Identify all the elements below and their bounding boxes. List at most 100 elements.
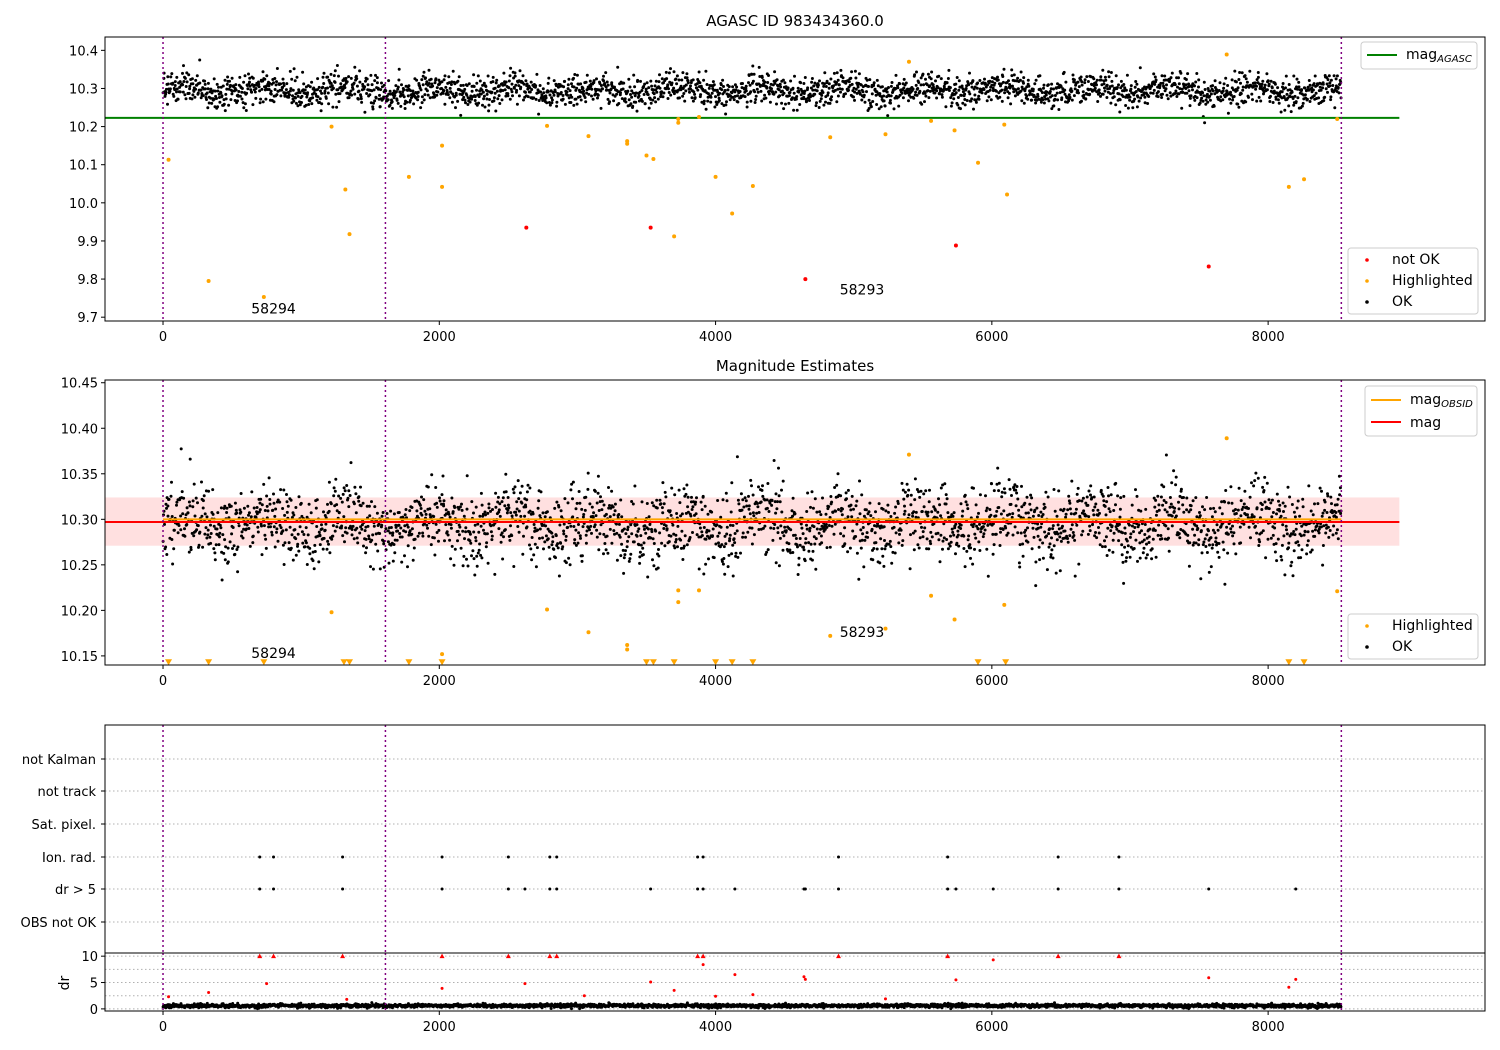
ok-point [1151, 537, 1155, 541]
ok-point [435, 93, 439, 97]
ok-point [179, 514, 183, 518]
ok-point [168, 89, 172, 93]
ok-point [919, 83, 923, 87]
ok-point [780, 89, 784, 93]
ok-point [1008, 512, 1012, 516]
ok-point [601, 87, 604, 91]
ok-point [1118, 110, 1122, 114]
ok-point [1156, 90, 1160, 94]
ok-point [523, 514, 527, 518]
ok-point [223, 78, 227, 82]
ok-point [1274, 95, 1278, 99]
ok-points [161, 447, 1343, 588]
ok-point [169, 75, 173, 79]
ok-point [939, 514, 943, 518]
ok-point [1094, 531, 1097, 534]
ok-point [288, 89, 292, 93]
ok-point [1255, 84, 1258, 88]
ok-point [702, 102, 706, 106]
ok-point [459, 113, 463, 117]
ok-point [224, 92, 228, 96]
ok-point [959, 502, 963, 506]
ok-point [946, 547, 950, 551]
ok-point [351, 524, 355, 528]
ok-point [517, 94, 521, 98]
ok-point [813, 92, 817, 96]
ok-point [839, 90, 842, 94]
ok-point [776, 84, 780, 88]
ok-point [967, 83, 971, 87]
ok-point [1129, 84, 1133, 88]
ok-point [550, 543, 554, 547]
ok-point [170, 480, 173, 484]
ok-point [961, 509, 965, 513]
ok-point [853, 90, 857, 94]
y-tick-label: 10.4 [69, 44, 98, 59]
ok-point [302, 533, 306, 536]
ok-point [1229, 93, 1233, 97]
panel-agasc-frame [104, 36, 1486, 322]
ok-point [182, 80, 186, 83]
ok-point [555, 500, 559, 504]
ok-point [1048, 90, 1052, 93]
ok-point [515, 500, 519, 504]
ok-point [725, 532, 729, 536]
ok-point [681, 71, 685, 75]
ok-point [556, 542, 560, 546]
ok-point [1195, 96, 1199, 100]
ok-point [176, 531, 180, 535]
ok-point [783, 81, 787, 85]
ok-point [805, 527, 809, 531]
ok-point [303, 88, 307, 92]
ok-point [1089, 87, 1093, 91]
ok-point [249, 515, 253, 519]
ok-point [554, 84, 558, 88]
ok-point [193, 514, 197, 518]
ok-point [703, 89, 707, 93]
ok-point [1317, 96, 1321, 100]
ok-point [1152, 88, 1156, 92]
ok-point [1125, 550, 1129, 554]
ok-point [668, 509, 672, 513]
ok-point [257, 82, 261, 86]
ok-point [329, 72, 333, 76]
ok-point [391, 559, 395, 563]
ok-point [1324, 87, 1328, 91]
ok-point [243, 74, 247, 78]
ok-point [490, 534, 494, 538]
ok-point [456, 99, 460, 103]
ok-point [765, 86, 769, 90]
ok-point [757, 511, 761, 514]
ok-point [1194, 80, 1198, 84]
ok-point [963, 98, 967, 101]
ok-point [225, 87, 229, 91]
ok-point [1153, 75, 1157, 79]
ok-point [1321, 86, 1325, 90]
ok-point [247, 527, 251, 530]
y-tick-label: 9.9 [77, 235, 98, 250]
ok-point [563, 102, 567, 106]
ok-point [525, 82, 529, 86]
ok-point [1080, 80, 1084, 84]
ok-point [729, 510, 733, 514]
ok-point [867, 510, 871, 514]
ok-point [679, 514, 683, 518]
ok-point [211, 512, 215, 516]
ok-point [1164, 501, 1168, 504]
ok-point [609, 87, 613, 91]
ok-point [738, 90, 742, 93]
ok-point [638, 561, 642, 565]
ok-point [635, 523, 639, 527]
ok-point [803, 89, 807, 93]
ok-point [718, 545, 722, 549]
ok-point [626, 528, 630, 532]
ok-point [448, 96, 452, 100]
ok-point [256, 525, 260, 529]
ok-point [474, 536, 478, 539]
ok-point [1007, 478, 1011, 482]
ok-point [1128, 98, 1132, 102]
ok-point [763, 524, 767, 528]
ok-point [821, 91, 825, 94]
ok-point [967, 534, 971, 538]
ok-point [470, 89, 474, 93]
